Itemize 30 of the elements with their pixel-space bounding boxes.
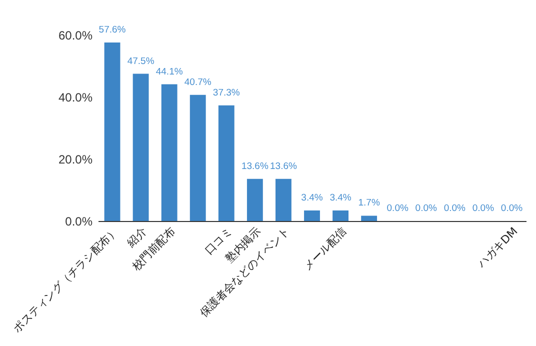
data-label: 44.1% — [156, 66, 184, 78]
bar — [218, 105, 234, 221]
x-tick-label: ハガキDM — [474, 224, 520, 271]
data-label: 1.7% — [358, 198, 380, 209]
y-tick-label: 60.0% — [58, 28, 93, 42]
data-label: 37.3% — [212, 87, 240, 98]
data-label: 0.0% — [472, 203, 495, 214]
bar — [276, 178, 292, 221]
data-label: 0.0% — [500, 203, 524, 214]
data-label: 13.6% — [270, 160, 298, 172]
bar — [161, 84, 178, 221]
bar — [361, 216, 378, 221]
bar — [304, 210, 320, 221]
data-label: 40.7% — [184, 76, 212, 88]
data-label: 3.4% — [301, 192, 324, 204]
y-tick-label: 40.0% — [58, 90, 93, 104]
bar — [246, 178, 263, 221]
bar — [332, 210, 348, 221]
data-label: 57.6% — [98, 24, 126, 36]
data-label: 47.5% — [127, 56, 155, 67]
data-label: 13.6% — [241, 160, 269, 172]
bar — [132, 74, 149, 221]
bar — [190, 94, 206, 221]
x-tick-label: メール配信 — [300, 224, 350, 273]
data-label: 0.0% — [415, 203, 438, 214]
data-label: 0.0% — [386, 203, 409, 214]
data-label: 3.4% — [330, 192, 352, 204]
data-label: 0.0% — [444, 203, 466, 214]
bar — [104, 42, 120, 221]
y-tick-label: 20.0% — [58, 152, 93, 166]
